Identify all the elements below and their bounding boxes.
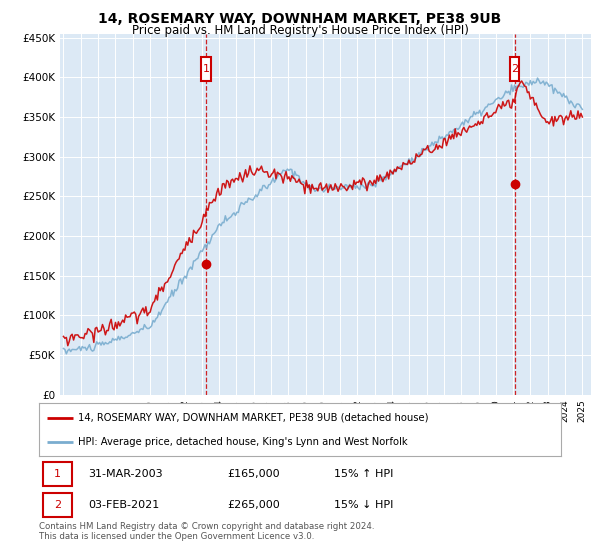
Text: 14, ROSEMARY WAY, DOWNHAM MARKET, PE38 9UB: 14, ROSEMARY WAY, DOWNHAM MARKET, PE38 9… [98, 12, 502, 26]
Text: 15% ↑ HPI: 15% ↑ HPI [334, 469, 394, 479]
Text: 15% ↓ HPI: 15% ↓ HPI [334, 500, 394, 510]
Text: 2: 2 [54, 500, 61, 510]
Text: Contains HM Land Registry data © Crown copyright and database right 2024.
This d: Contains HM Land Registry data © Crown c… [39, 522, 374, 542]
Text: Price paid vs. HM Land Registry's House Price Index (HPI): Price paid vs. HM Land Registry's House … [131, 24, 469, 36]
Text: 1: 1 [203, 64, 209, 74]
FancyBboxPatch shape [202, 58, 211, 81]
Text: HPI: Average price, detached house, King's Lynn and West Norfolk: HPI: Average price, detached house, King… [78, 437, 408, 447]
Text: 03-FEB-2021: 03-FEB-2021 [89, 500, 160, 510]
Text: 14, ROSEMARY WAY, DOWNHAM MARKET, PE38 9UB (detached house): 14, ROSEMARY WAY, DOWNHAM MARKET, PE38 9… [78, 413, 428, 423]
FancyBboxPatch shape [43, 493, 72, 517]
Text: £165,000: £165,000 [227, 469, 280, 479]
Text: 2: 2 [511, 64, 518, 74]
Text: 1: 1 [54, 469, 61, 479]
FancyBboxPatch shape [43, 461, 72, 486]
Text: 31-MAR-2003: 31-MAR-2003 [89, 469, 163, 479]
Text: £265,000: £265,000 [227, 500, 280, 510]
FancyBboxPatch shape [510, 58, 520, 81]
